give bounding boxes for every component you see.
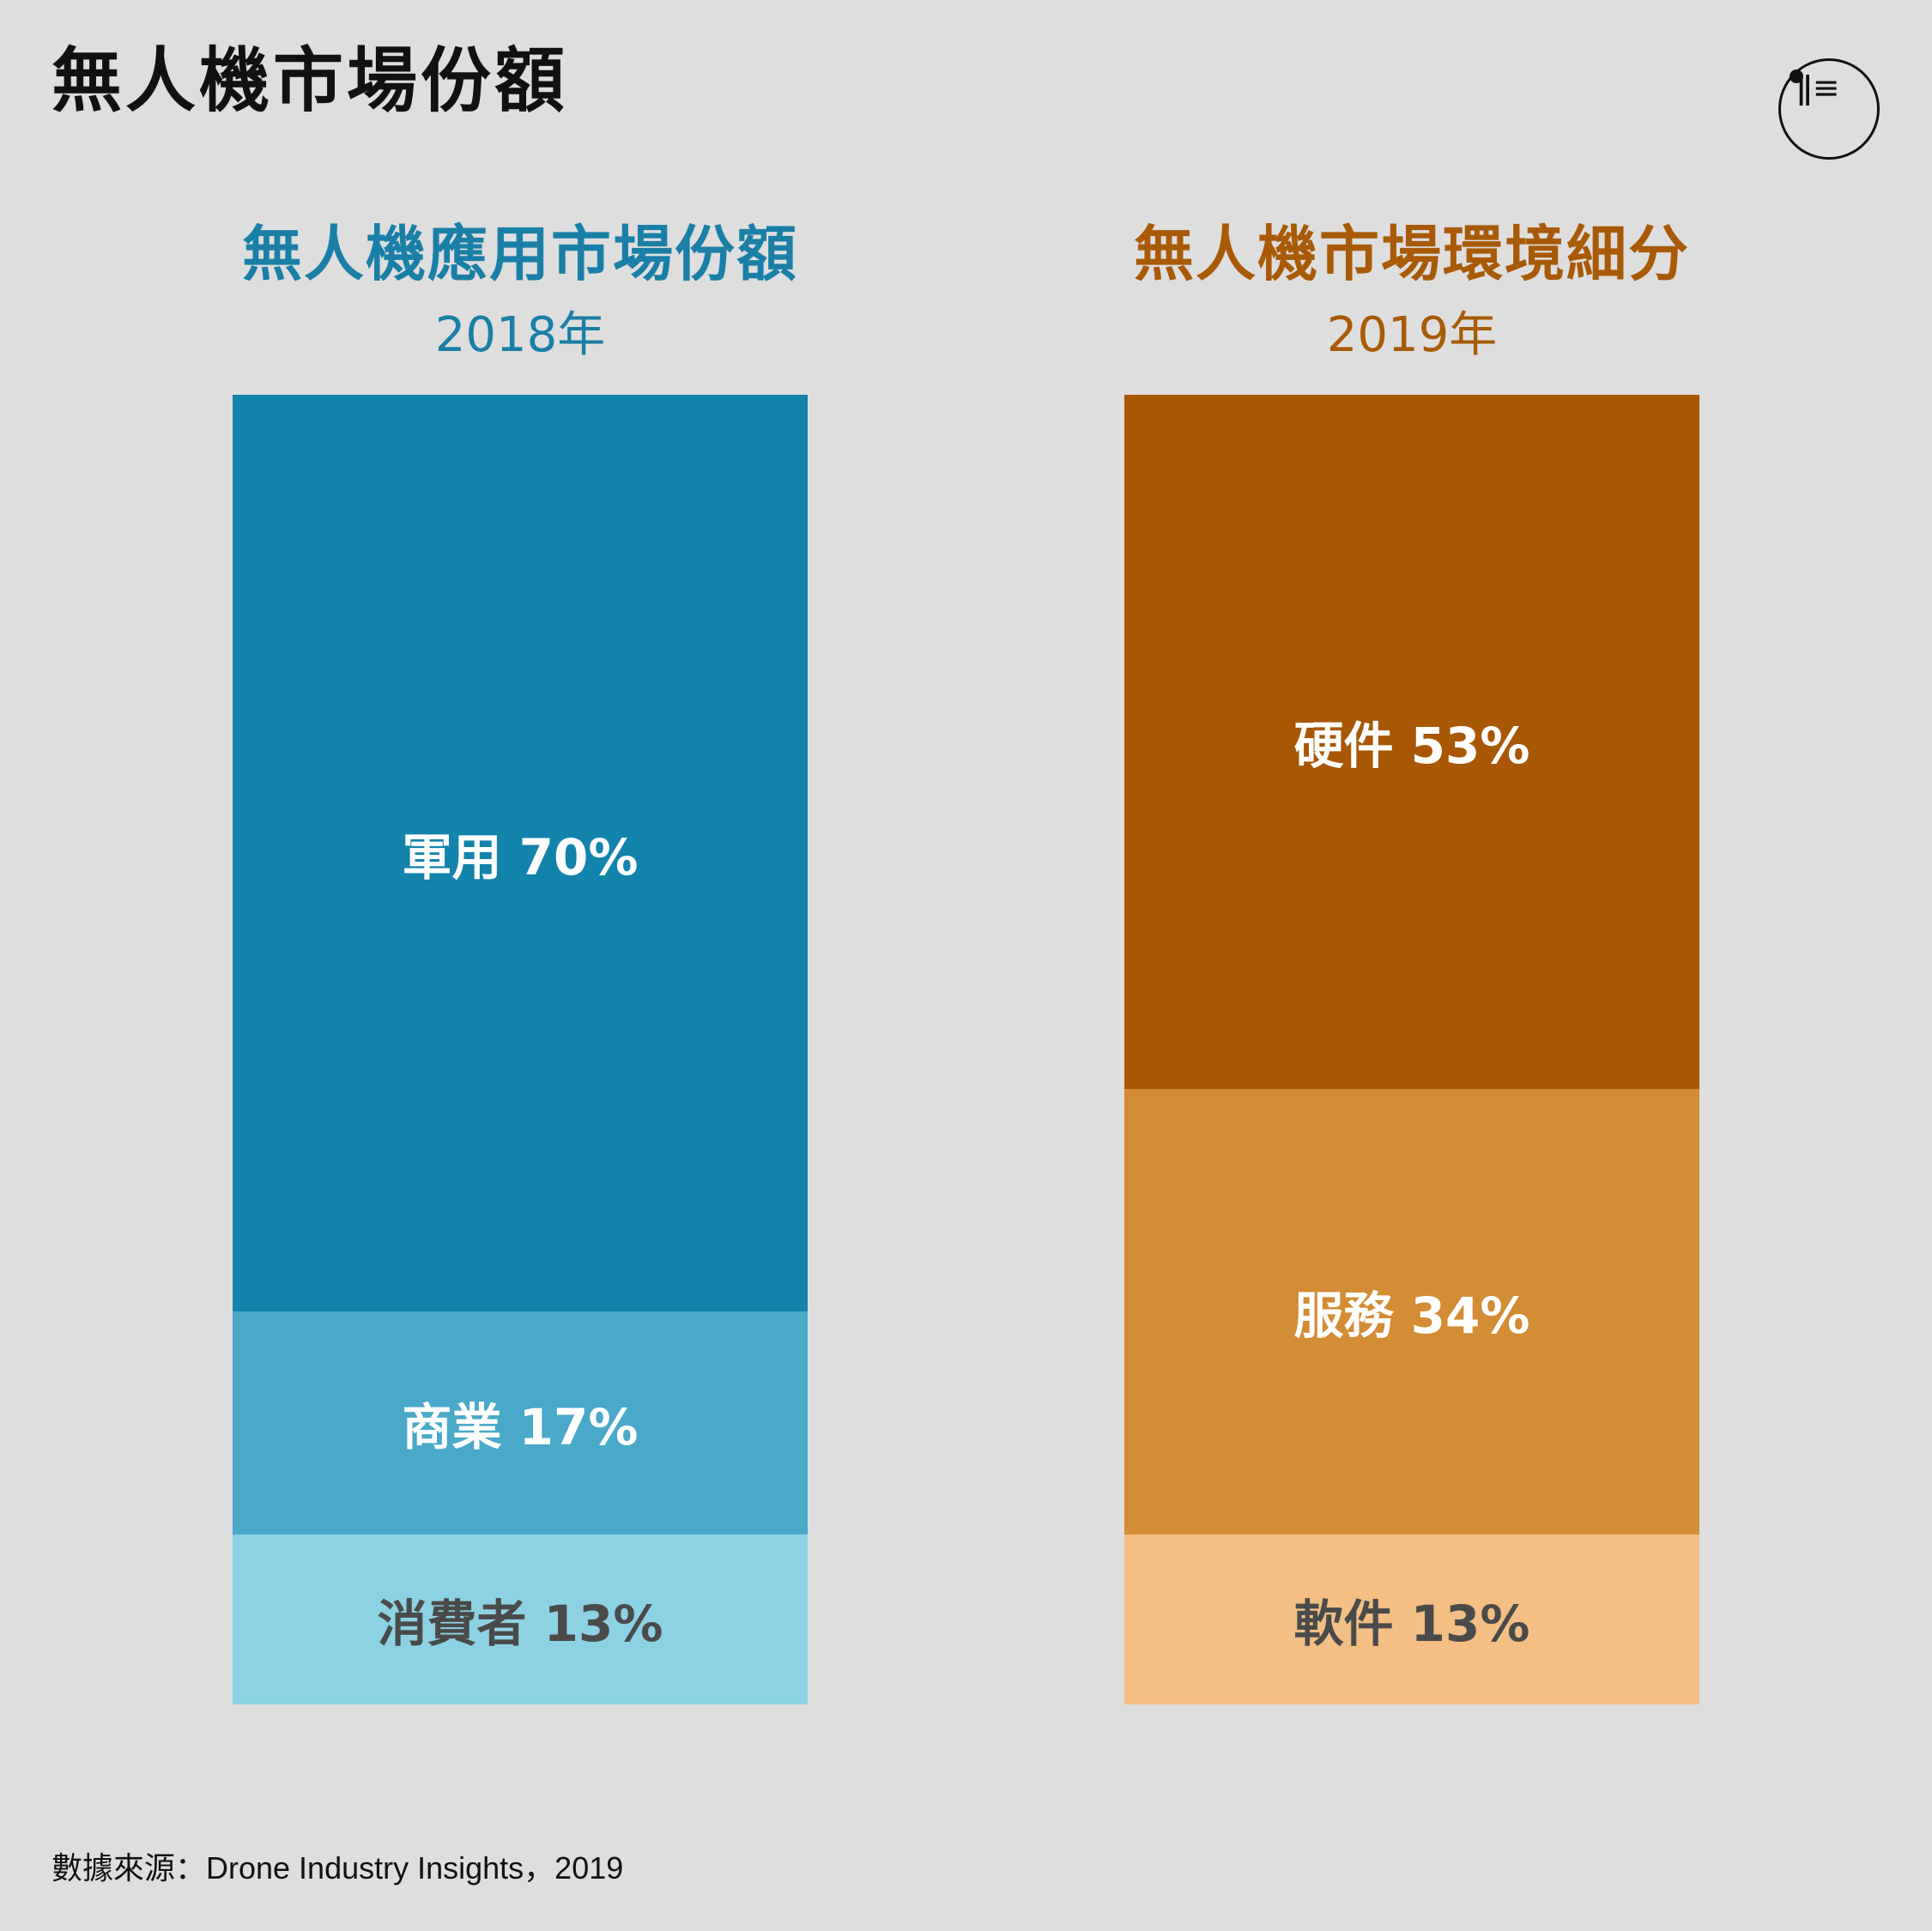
segment-label-0-0: 軍用 70% — [402, 828, 639, 887]
page-title: 無人機市場份額 — [51, 40, 569, 122]
right-stacked-bar: 硬件 53% 服務 34% 軟件 13% — [1124, 395, 1699, 1704]
logo-icon: ǁ≡ — [1778, 58, 1880, 160]
bar-segment-0-1: 商業 17% — [233, 1311, 808, 1535]
source-note: 數據來源：Drone Industry Insights，2019 — [51, 1850, 624, 1886]
segment-label-1-1: 服務 34% — [1293, 1286, 1530, 1346]
logo-dot-icon — [1790, 70, 1803, 83]
right-chart-subtitle: 2019年 — [1326, 307, 1498, 363]
segment-label-1-0: 硬件 53% — [1293, 717, 1530, 776]
logo-glyph-icon: ǁ≡ — [1796, 69, 1840, 106]
bar-segment-1-1: 服務 34% — [1124, 1088, 1699, 1535]
segment-label-0-2: 消費者 13% — [377, 1594, 663, 1653]
segment-label-1-2: 軟件 13% — [1293, 1594, 1530, 1653]
left-chart-title: 無人機應用市場份額 — [242, 219, 798, 289]
bar-segment-0-2: 消費者 13% — [233, 1534, 808, 1704]
bar-segment-1-2: 軟件 13% — [1124, 1534, 1699, 1704]
left-chart-subtitle: 2018年 — [434, 307, 606, 363]
segment-label-0-1: 商業 17% — [402, 1397, 639, 1456]
bar-segment-0-0: 軍用 70% — [233, 395, 808, 1312]
right-chart-title: 無人機市場環境細分 — [1134, 219, 1690, 289]
left-stacked-bar: 軍用 70% 商業 17% 消費者 13% — [233, 395, 808, 1704]
bar-segment-1-0: 硬件 53% — [1124, 395, 1699, 1089]
